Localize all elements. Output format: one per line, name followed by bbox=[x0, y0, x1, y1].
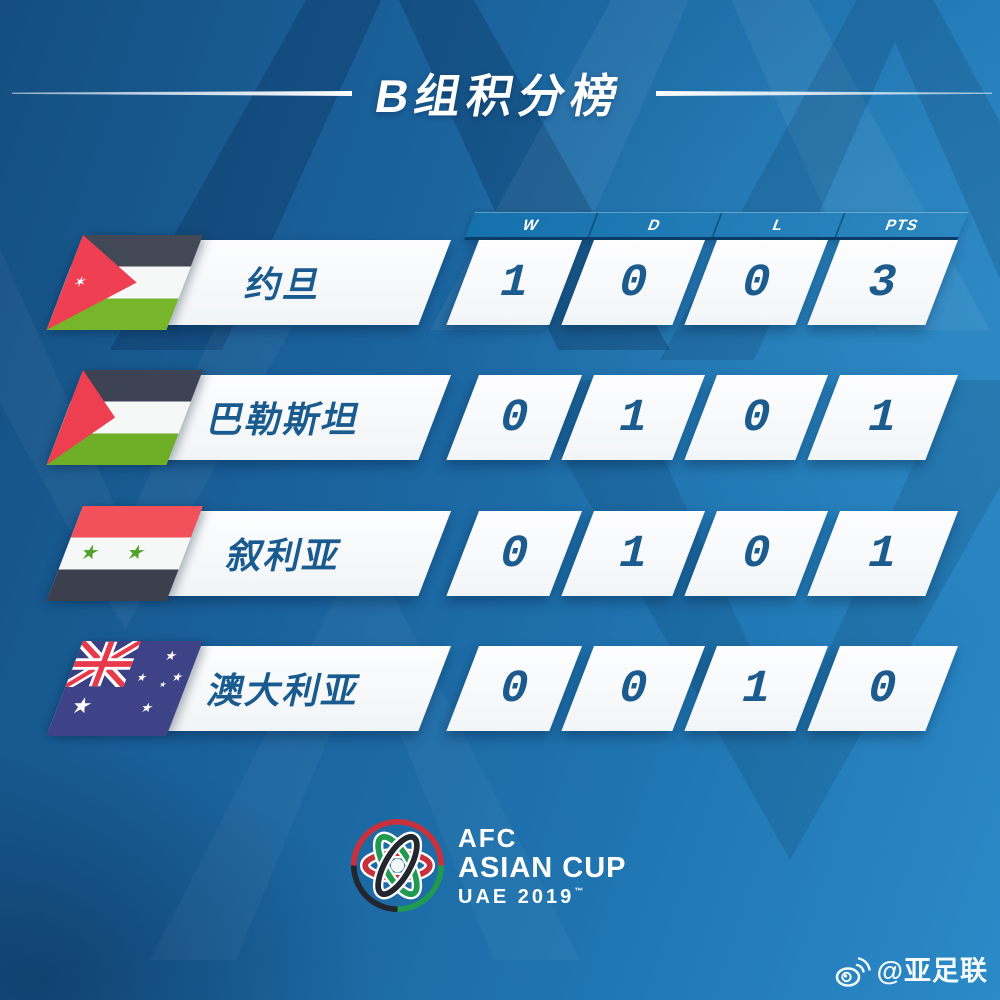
stat-value: 1 bbox=[493, 257, 535, 309]
stat-value: 0 bbox=[493, 663, 535, 715]
stat-value: 0 bbox=[612, 257, 654, 309]
team-name-label: 澳大利亚 bbox=[203, 669, 366, 711]
syria-flag: ★ ★ bbox=[46, 506, 203, 601]
weibo-credit: @亚足联 bbox=[835, 949, 988, 988]
page-title: B组积分榜 bbox=[371, 70, 628, 122]
southern-cross-star-icon: ★ bbox=[169, 670, 186, 684]
team-name-bar: ✶ 约旦 bbox=[46, 235, 452, 330]
header-label: W bbox=[520, 216, 542, 234]
stat-cell-w: 0 bbox=[446, 375, 582, 460]
stat-value: 1 bbox=[862, 392, 903, 444]
table-row-palestine: 巴勒斯坦 0 1 0 1 bbox=[46, 370, 958, 465]
stat-value: 0 bbox=[735, 392, 777, 444]
stat-cell-d: 1 bbox=[561, 375, 705, 460]
stat-cell-l: 0 bbox=[684, 375, 828, 460]
stat-cell-d: 1 bbox=[561, 511, 705, 596]
stat-value: 0 bbox=[735, 528, 777, 580]
australia-flag: ★ ★ ★ ★ ★ ★ bbox=[46, 641, 203, 736]
stat-value: 1 bbox=[612, 528, 654, 580]
stat-value: 0 bbox=[612, 663, 654, 715]
team-name-label: 叙利亚 bbox=[222, 534, 347, 576]
stat-value: 0 bbox=[493, 392, 535, 444]
palestine-flag bbox=[46, 370, 203, 465]
table-header-row: W D L PTS bbox=[464, 212, 968, 240]
afc-emblem-icon bbox=[350, 818, 445, 913]
header-cell-pts: PTS bbox=[834, 213, 968, 237]
flag-chevron bbox=[46, 235, 202, 330]
southern-cross-star-icon: ★ bbox=[138, 700, 156, 715]
header-cell-w: W bbox=[465, 213, 596, 237]
syria-star-icon: ★ bbox=[76, 541, 104, 564]
union-jack bbox=[65, 641, 141, 687]
stat-value: 0 bbox=[735, 257, 777, 309]
southern-cross-star-icon: ★ bbox=[157, 680, 169, 689]
team-name-label: 巴勒斯坦 bbox=[203, 398, 366, 440]
stat-value: 1 bbox=[862, 528, 903, 580]
table-row-jordan: ✶ 约旦 1 0 0 3 bbox=[46, 235, 958, 330]
stat-cell-l: 1 bbox=[684, 646, 828, 731]
table-row-australia: ★ ★ ★ ★ ★ ★ 澳大利亚 0 0 1 0 bbox=[46, 641, 958, 736]
logo-line-afc: AFC bbox=[458, 822, 518, 853]
jordan-flag: ✶ bbox=[46, 235, 203, 330]
team-name-bar: ★ ★ 叙利亚 bbox=[46, 506, 452, 601]
southern-cross-star-icon: ★ bbox=[134, 672, 149, 684]
header-label: L bbox=[770, 216, 787, 234]
stat-cell-pts: 3 bbox=[807, 240, 958, 325]
stat-cell-pts: 1 bbox=[807, 375, 958, 460]
header-cell-l: L bbox=[710, 213, 844, 237]
stat-value: 3 bbox=[862, 257, 903, 309]
header-label: D bbox=[645, 216, 664, 234]
flag-chevron bbox=[46, 370, 202, 465]
team-name-bar: 巴勒斯坦 bbox=[46, 370, 452, 465]
logo-line-asian-cup: ASIAN CUP bbox=[458, 851, 627, 884]
commonwealth-star-icon: ★ bbox=[67, 693, 97, 718]
trademark-symbol: ™ bbox=[574, 885, 587, 896]
stat-cell-l: 0 bbox=[684, 240, 828, 325]
stat-cell-l: 0 bbox=[684, 511, 828, 596]
southern-cross-star-icon: ★ bbox=[162, 648, 180, 663]
stat-cell-w: 0 bbox=[446, 646, 582, 731]
afc-logo-text: AFC ASIAN CUP UAE 2019™ bbox=[458, 825, 627, 907]
stat-cell-d: 0 bbox=[561, 646, 705, 731]
stat-cell-w: 1 bbox=[446, 240, 582, 325]
stat-cell-w: 0 bbox=[446, 511, 582, 596]
syria-star-icon: ★ bbox=[122, 541, 150, 564]
weibo-handle: @亚足联 bbox=[876, 956, 988, 986]
team-name-label: 约旦 bbox=[241, 263, 328, 305]
weibo-icon bbox=[835, 957, 871, 987]
afc-asian-cup-logo: AFC ASIAN CUP UAE 2019™ bbox=[350, 818, 627, 913]
stat-cell-pts: 0 bbox=[807, 646, 958, 731]
stat-value: 1 bbox=[735, 663, 777, 715]
title-divider-right bbox=[656, 91, 992, 96]
header-label: PTS bbox=[882, 216, 922, 234]
stat-value: 0 bbox=[862, 663, 903, 715]
stat-value: 1 bbox=[612, 392, 654, 444]
title-divider-left bbox=[12, 91, 352, 96]
stat-value: 0 bbox=[493, 528, 535, 580]
header-cell-d: D bbox=[587, 213, 721, 237]
team-name-bar: ★ ★ ★ ★ ★ ★ 澳大利亚 bbox=[46, 641, 452, 736]
stat-cell-pts: 1 bbox=[807, 511, 958, 596]
logo-line-uae-2019: UAE 2019™ bbox=[458, 885, 587, 908]
stat-cell-d: 0 bbox=[561, 240, 705, 325]
table-row-syria: ★ ★ 叙利亚 0 1 0 1 bbox=[46, 506, 958, 601]
